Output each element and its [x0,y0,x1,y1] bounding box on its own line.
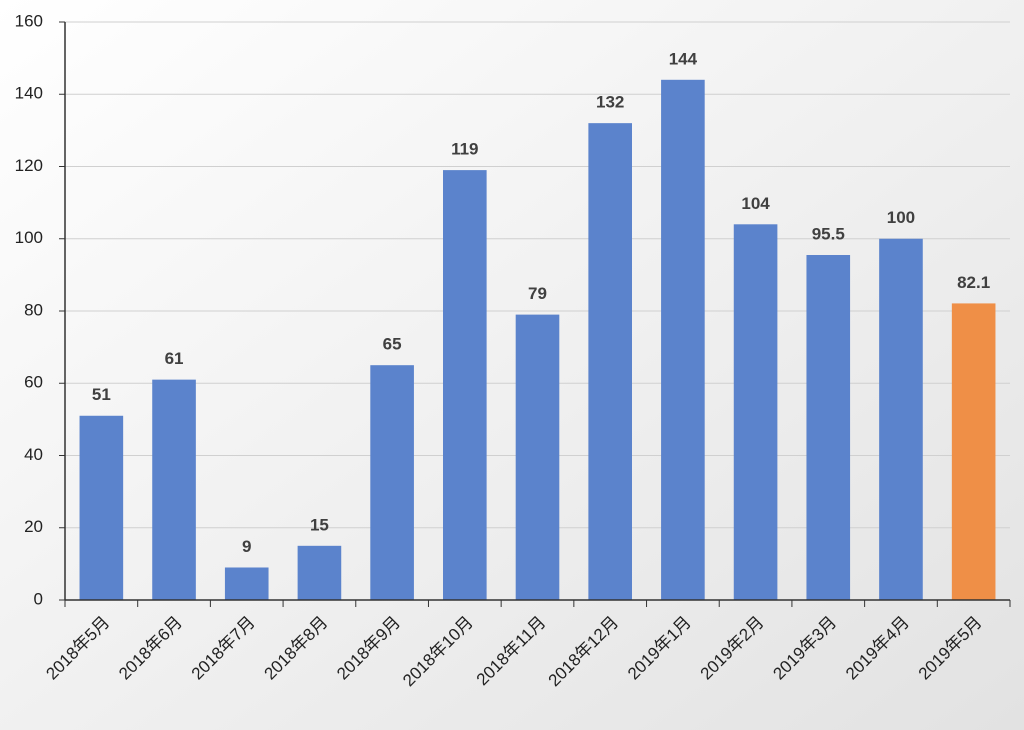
bar [79,415,124,600]
value-label: 104 [741,194,770,213]
y-tick-label: 0 [34,589,43,608]
y-tick-label: 80 [24,300,43,319]
value-label: 132 [596,93,624,112]
bar [297,545,342,600]
bar [806,255,851,600]
value-label: 65 [383,335,402,354]
bar [370,365,414,600]
value-label: 79 [528,284,547,303]
y-tick-label: 20 [24,517,43,536]
value-label: 119 [451,140,478,159]
value-label: 61 [165,349,184,368]
bar [951,303,996,600]
bar [152,379,196,600]
y-tick-label: 140 [15,84,43,103]
bar [443,170,487,601]
value-label: 95.5 [812,224,845,243]
bar [733,224,778,601]
bar [515,314,560,600]
y-tick-label: 160 [15,11,43,30]
value-label: 51 [92,385,111,404]
value-label: 15 [310,515,329,534]
bar [224,567,269,600]
y-tick-label: 60 [24,373,43,392]
value-label: 9 [242,537,251,556]
y-tick-label: 120 [15,156,43,175]
bar [661,79,705,601]
bar [588,123,632,601]
y-tick-label: 40 [24,445,43,464]
y-tick-label: 100 [15,228,43,247]
value-label: 82.1 [957,273,990,292]
value-label: 144 [669,49,698,68]
bar [879,238,923,600]
value-label: 100 [887,208,915,227]
